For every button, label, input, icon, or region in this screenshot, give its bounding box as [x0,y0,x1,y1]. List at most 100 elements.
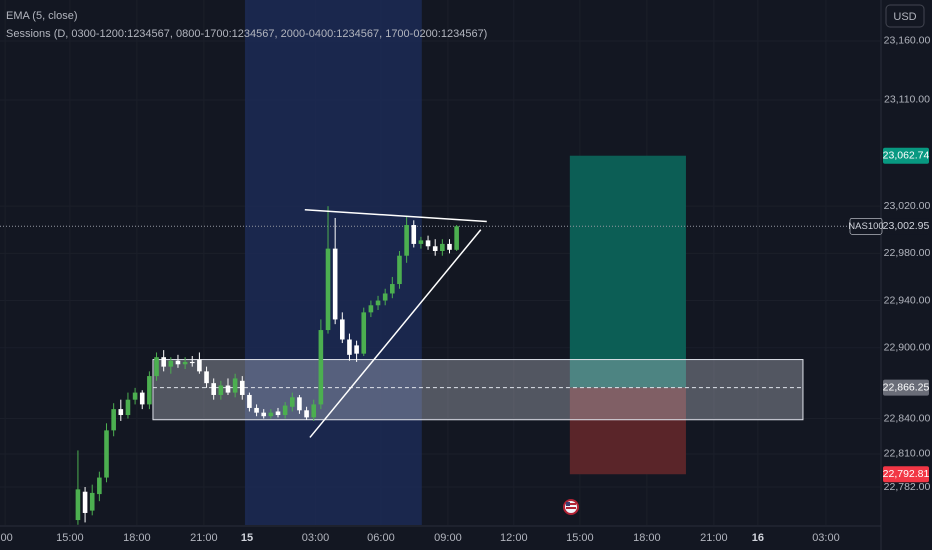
candle-body [318,330,324,405]
candle-body [168,360,174,367]
x-tick-label: 18:00 [123,532,151,544]
candle-body [125,399,131,416]
candle-body [440,243,445,251]
candle-body [325,248,331,331]
candle-body [89,492,95,511]
candle-body [289,397,295,407]
candle-body [111,409,116,431]
candle-body [304,410,309,418]
x-tick-label: 15 [241,532,253,544]
trendline [309,229,482,438]
last-price-box [883,218,929,235]
candle-body [104,430,109,478]
candle-body [182,361,188,365]
candle-body [261,412,267,417]
y-tick-label: 22,940.00 [884,294,931,306]
candle-body [75,489,81,521]
target-price-label: 23,062.74 [883,149,930,161]
candle-body [154,357,159,377]
candle-body [297,397,302,411]
currency-button[interactable] [885,4,925,28]
x-tick-label: 12:00 [500,532,528,544]
candle-body [418,240,424,244]
x-tick-label: 09:00 [434,532,462,544]
candle-body [118,409,124,416]
sessions-label: Sessions (D, 0300-1200:1234567, 0800-170… [6,28,487,40]
candle-body [175,360,181,365]
y-tick-label: 23,160.00 [884,35,931,47]
candle-body [311,404,317,418]
candle-body [382,293,388,301]
candle-body [82,491,88,513]
event-flag[interactable] [563,499,579,515]
candle-body [397,255,402,285]
candle-body [275,411,281,416]
x-tick-label: 15:00 [56,532,84,544]
last-price-label: 23,002.95 [883,220,930,232]
stop-price-label: 22,792.81 [883,468,930,480]
candle-body [225,385,231,393]
candle-body [354,345,359,354]
plot-area [0,0,880,525]
candle-body [218,385,224,395]
range-zone [152,359,804,421]
profit-zone [569,155,686,388]
candle-body [254,407,259,413]
candle-body [211,383,216,395]
candle-body [340,319,345,340]
y-tick-label: 23,110.00 [884,94,930,106]
candle-body [247,394,252,408]
target-price-box [883,147,929,164]
x-tick-label: 06:00 [367,532,395,544]
candle-body [139,392,145,405]
candle-body [232,378,238,393]
currency-label[interactable]: USD [893,11,916,23]
candle-body [147,376,152,405]
x-tick-label: 15:00 [566,532,594,544]
x-tick-label: 03:00 [812,532,840,544]
candle-body [204,371,209,384]
candle-body [268,412,274,417]
symbol-label: NAS100 [848,221,883,232]
candle-body [425,240,431,247]
x-tick-label: 21:00 [190,532,218,544]
candle-body [239,380,245,395]
entry-price-box [883,379,929,396]
candle-body [197,359,202,372]
candle-body [132,392,138,400]
candle-body [368,305,374,313]
x-tick-label: :00 [0,532,13,544]
candle-body [332,248,338,320]
candle-body [375,300,381,306]
symbol-box [849,217,883,235]
indicator-label: EMA (5, close) [6,10,78,22]
candle-body [447,243,452,250]
x-tick-label: 16 [752,532,764,544]
candle-body [347,339,352,355]
candle-body [454,226,459,250]
y-tick-label: 23,020.00 [884,200,931,212]
y-tick-label: 22,840.00 [884,412,931,424]
y-tick-label: 22,782.00 [884,481,931,493]
x-tick-label: 18:00 [633,532,661,544]
candle-body [361,312,367,354]
candle-body [282,405,288,416]
x-tick-label: 03:00 [302,532,330,544]
candle-body [189,361,195,364]
loss-zone [569,387,686,475]
candle-body [390,284,395,294]
candle-body [411,225,417,244]
y-tick-label: 22,810.00 [884,448,931,460]
candle-body [97,477,102,495]
y-tick-label: 22,900.00 [884,342,931,354]
stop-price-box [883,466,929,483]
x-tick-label: 21:00 [700,532,728,544]
candle-body [161,357,166,367]
trendline [304,208,487,223]
entry-price-label: 22,866.25 [883,381,930,393]
candle-body [404,225,409,256]
y-tick-label: 22,980.00 [884,247,931,259]
